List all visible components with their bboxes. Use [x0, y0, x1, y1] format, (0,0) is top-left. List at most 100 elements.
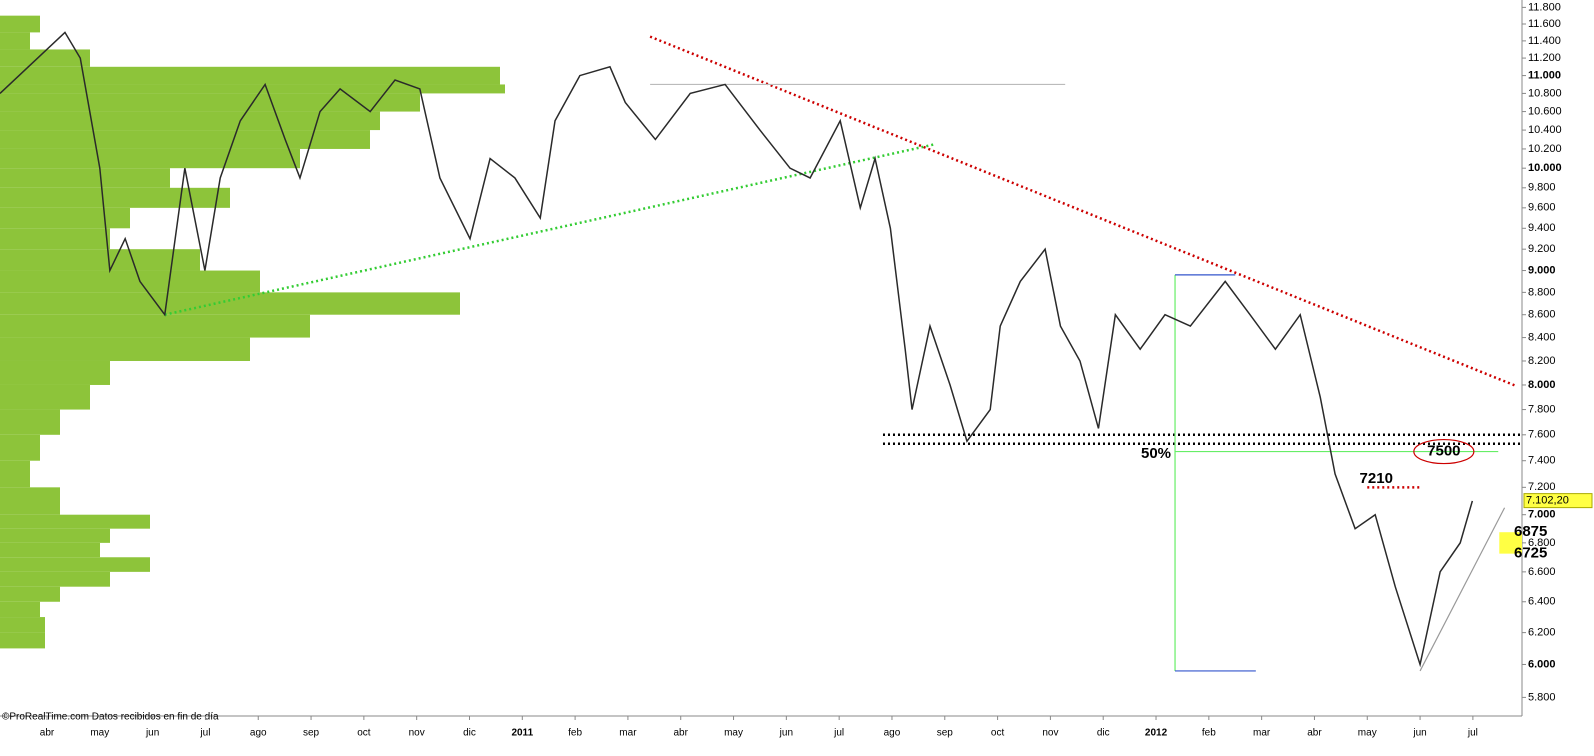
x-tick-label: mar [619, 728, 637, 739]
profile-bar [0, 542, 100, 558]
profile-bar [0, 32, 30, 50]
x-tick-label: nov [1042, 728, 1058, 739]
profile-bar [0, 384, 90, 410]
price-line [0, 31, 1474, 668]
x-tick-label: may [1358, 728, 1377, 739]
profile-bar [0, 93, 420, 112]
x-tick-label: may [90, 728, 109, 739]
y-tick-label: 11.600 [1528, 18, 1561, 30]
annotation-oval [1413, 438, 1475, 465]
zone-label: 6875 [1514, 523, 1547, 540]
plot [0, 15, 1522, 672]
x-tick-label: jun [145, 728, 159, 739]
profile-bar [0, 601, 40, 618]
y-tick-label: 9.800 [1528, 182, 1556, 194]
profile-bar [0, 632, 45, 649]
x-tick-label: sep [937, 728, 954, 739]
y-tick-label: 7.600 [1528, 429, 1556, 441]
y-tick-label: 9.400 [1528, 222, 1556, 234]
profile-bar [0, 292, 460, 315]
x-tick-label: abr [40, 728, 55, 739]
x-tick-label: feb [568, 728, 582, 739]
y-tick-label: 11.400 [1528, 35, 1561, 47]
profile-bar [0, 49, 90, 67]
x-tick-label: dic [1097, 728, 1110, 739]
x-tick-label: sep [303, 728, 320, 739]
x-tick-label: mar [1253, 728, 1271, 739]
trend-line [649, 35, 1518, 388]
profile-bar [0, 434, 40, 461]
y-tick-label: 6.800 [1528, 537, 1556, 549]
y-tick-label: 10.600 [1528, 105, 1562, 117]
y-tick-label: 11.800 [1528, 1, 1561, 13]
profile-bar [0, 148, 300, 169]
x-tick-label: oct [357, 728, 371, 739]
profile-bar [0, 487, 60, 515]
profile-bar [0, 514, 150, 529]
x-tick-label: abr [1307, 728, 1322, 739]
x-tick-label: 2012 [1145, 728, 1168, 739]
y-tick-label: 10.400 [1528, 124, 1562, 136]
x-tick-label: jul [1467, 728, 1478, 739]
zone [1499, 532, 1522, 554]
x-tick-label: may [724, 728, 743, 739]
annotation: 7500 [1427, 443, 1460, 460]
y-tick-label: 9.200 [1528, 243, 1556, 255]
price-tag-label: 7.102,20 [1526, 495, 1569, 507]
y-tick-label: 11.200 [1528, 52, 1561, 64]
y-tick-label: 11.000 [1528, 69, 1561, 81]
annotation: 50% [1141, 445, 1171, 462]
x-tick-label: nov [409, 728, 425, 739]
profile-bar [0, 187, 230, 208]
y-tick-label: 8.600 [1528, 309, 1556, 321]
profile-bar [0, 586, 60, 602]
y-tick-label: 7.400 [1528, 455, 1556, 467]
x-tick-label: feb [1202, 728, 1216, 739]
trend-line [164, 142, 936, 316]
x-tick-label: jul [199, 728, 210, 739]
profile-bar [0, 130, 370, 149]
profile-bar [0, 557, 150, 572]
trend-line [1419, 507, 1506, 672]
profile-bar [0, 314, 310, 338]
x-tick-label: ago [250, 728, 267, 739]
profile-bar [0, 409, 60, 435]
profile-bar [0, 617, 45, 633]
profile-bar [0, 168, 170, 188]
y-tick-label: 10.200 [1528, 143, 1562, 155]
y-tick-label: 7.800 [1528, 403, 1556, 415]
y-tick-label: 6.400 [1528, 596, 1556, 608]
profile-bar [0, 111, 380, 131]
profile-bar [0, 249, 200, 271]
y-tick-label: 7.000 [1528, 509, 1556, 521]
y-tick-label: 8.400 [1528, 331, 1556, 343]
x-tick-label: dic [463, 728, 476, 739]
y-tick-label: 8.800 [1528, 286, 1556, 298]
profile-bar [0, 84, 505, 94]
x-tick-label: jun [779, 728, 793, 739]
x-tick-label: ago [884, 728, 901, 739]
y-tick-label: 10.000 [1528, 162, 1562, 174]
y-tick-label: 6.200 [1528, 627, 1556, 639]
profile-bar [0, 460, 30, 488]
y-tick-label: 9.000 [1528, 264, 1556, 276]
y-tick-label: 7.200 [1528, 481, 1556, 493]
profile-bar [0, 337, 250, 361]
profile-bar [0, 66, 500, 85]
profile-bar [0, 228, 110, 250]
price-tag [1523, 493, 1593, 509]
footer: ©ProRealTime.com Datos recibidos en fin … [2, 712, 219, 723]
profile-bar [0, 571, 110, 587]
y-tick-label: 10.800 [1528, 87, 1562, 99]
y-tick-label: 6.600 [1528, 566, 1556, 578]
zone-label: 6725 [1514, 545, 1547, 562]
y-tick-label: 5.800 [1528, 691, 1556, 703]
x-tick-label: jul [833, 728, 844, 739]
y-tick-label: 6.000 [1528, 658, 1556, 670]
profile-bar [0, 207, 130, 229]
y-tick-label: 8.000 [1528, 379, 1556, 391]
x-tick-label: oct [991, 728, 1005, 739]
x-tick-label: abr [674, 728, 689, 739]
profile-bar [0, 15, 40, 33]
